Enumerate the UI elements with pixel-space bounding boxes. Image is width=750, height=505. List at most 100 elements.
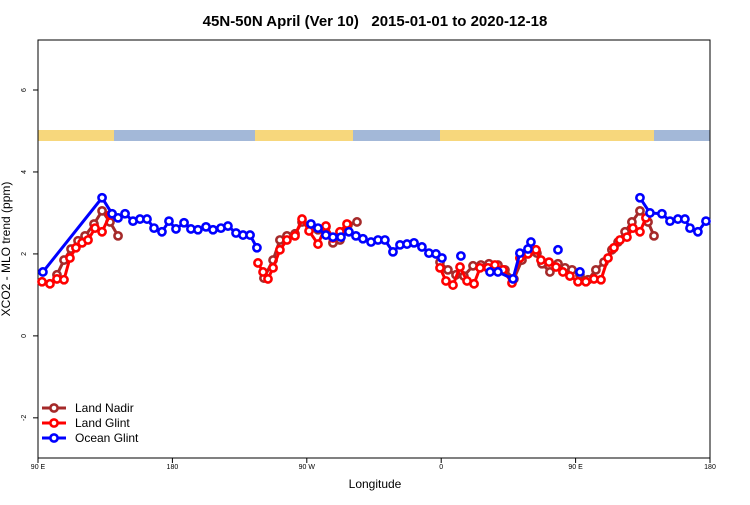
point	[388, 246, 398, 257]
legend-marker	[49, 403, 59, 413]
point	[469, 278, 479, 289]
point	[531, 244, 541, 255]
point	[171, 224, 181, 234]
point	[71, 242, 81, 253]
x-tick-label: 180	[704, 464, 716, 471]
point	[268, 262, 278, 273]
point	[536, 255, 546, 265]
point	[97, 205, 107, 216]
point	[306, 219, 316, 229]
point	[45, 278, 55, 289]
point	[252, 242, 262, 253]
y-tick-label: -2	[21, 415, 28, 421]
point	[435, 262, 445, 273]
point	[37, 276, 47, 287]
x-tick-label: 90 W	[299, 464, 316, 471]
point	[508, 274, 518, 284]
point	[223, 221, 233, 231]
point	[352, 217, 362, 227]
x-tick-label: 180	[167, 464, 179, 471]
point	[263, 274, 273, 284]
point	[321, 221, 331, 231]
point	[448, 280, 458, 290]
legend-label: Land Glint	[75, 416, 130, 430]
point	[120, 208, 130, 219]
legend-label: Land Nadir	[75, 401, 134, 415]
point	[342, 219, 352, 229]
point	[83, 235, 93, 245]
point	[142, 214, 152, 224]
point	[545, 267, 555, 277]
point	[328, 232, 338, 243]
point	[358, 233, 368, 244]
point	[59, 274, 69, 285]
y-tick-label: 2	[21, 252, 28, 256]
point	[514, 248, 525, 258]
y-tick-label: 4	[21, 170, 28, 174]
point	[596, 274, 606, 285]
point	[113, 230, 123, 241]
point	[297, 214, 307, 224]
point	[680, 214, 690, 224]
point	[553, 244, 563, 255]
point	[193, 224, 203, 235]
y-axis-label: XCO2 - MLO trend (ppm)	[0, 182, 13, 317]
point	[313, 223, 323, 233]
legend-label: Ocean Glint	[75, 431, 139, 445]
point	[575, 267, 585, 277]
point	[179, 217, 189, 228]
point	[275, 244, 285, 255]
point	[409, 237, 419, 248]
point	[344, 226, 354, 237]
x-tick-label: 0	[439, 464, 443, 471]
point	[65, 253, 75, 263]
point	[38, 267, 48, 277]
point	[573, 276, 583, 287]
point	[455, 262, 465, 272]
point	[635, 205, 645, 216]
x-tick-label: 90 E	[568, 464, 583, 471]
point	[685, 223, 695, 233]
point	[485, 267, 495, 277]
point	[649, 230, 659, 241]
point	[208, 224, 218, 235]
point	[336, 232, 346, 243]
point	[253, 258, 263, 268]
point	[149, 223, 159, 233]
point	[97, 192, 107, 203]
point	[493, 267, 503, 277]
x-axis-label: Longitude	[349, 477, 402, 491]
point	[97, 226, 107, 237]
point	[603, 253, 613, 263]
point	[693, 226, 703, 237]
point	[544, 257, 554, 268]
point	[313, 239, 323, 249]
point	[258, 267, 268, 277]
chart-title: 45N-50N April (Ver 10) 2015-01-01 to 202…	[203, 13, 548, 30]
point	[417, 242, 427, 252]
point	[526, 237, 536, 247]
point	[635, 226, 645, 237]
point	[551, 262, 561, 272]
y-tick-label: 6	[21, 88, 28, 92]
point	[665, 216, 675, 227]
point	[157, 226, 167, 237]
point	[282, 235, 292, 245]
point	[657, 208, 667, 219]
point	[558, 267, 568, 277]
point	[443, 264, 453, 275]
point	[701, 216, 711, 227]
point	[245, 230, 255, 240]
point	[635, 192, 645, 203]
point	[475, 262, 485, 273]
point	[437, 253, 447, 263]
point	[113, 212, 123, 223]
point	[645, 208, 655, 218]
point	[609, 242, 619, 253]
point	[591, 264, 601, 275]
point	[441, 276, 451, 286]
point	[90, 223, 100, 233]
legend-marker	[49, 433, 59, 443]
point	[380, 235, 390, 245]
